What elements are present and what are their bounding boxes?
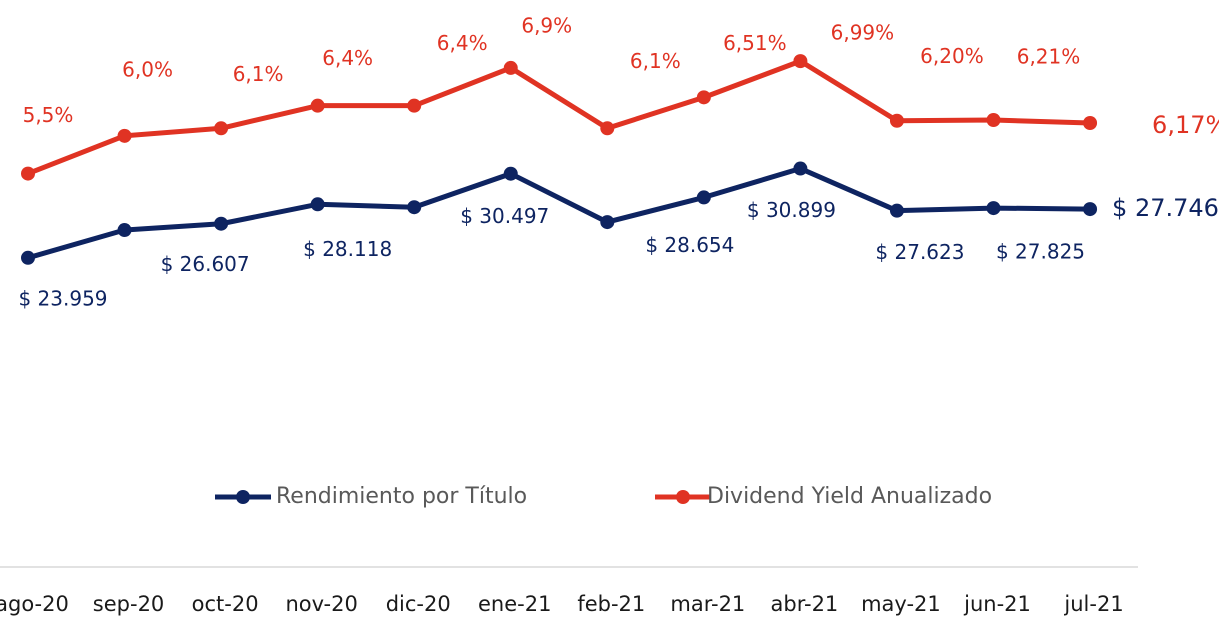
data-label: $ 27.825 <box>996 240 1085 264</box>
legend-label: Rendimiento por Título <box>276 484 527 509</box>
data-point <box>889 203 904 218</box>
data-point <box>310 98 325 113</box>
data-point <box>310 197 325 212</box>
series-line <box>27 58 1091 176</box>
data-label: 6,17% <box>1152 111 1219 139</box>
x-tick-label: jul-21 <box>1063 592 1123 616</box>
data-label: 6,4% <box>437 31 488 55</box>
data-label: 6,99% <box>831 21 895 45</box>
data-label: 6,21% <box>1017 44 1081 68</box>
data-label: $ 28.118 <box>303 237 392 261</box>
data-point <box>986 201 1001 216</box>
x-tick-label: abr-21 <box>771 592 839 616</box>
data-label: $ 27.746 <box>1112 194 1219 222</box>
x-tick-label: sep-20 <box>93 592 165 616</box>
data-point <box>407 98 422 113</box>
series-line <box>27 166 1091 261</box>
x-tick-label: oct-20 <box>192 592 259 616</box>
data-point <box>503 60 518 75</box>
x-tick-label: feb-21 <box>577 592 645 616</box>
data-label: 6,1% <box>233 62 284 86</box>
data-point <box>986 112 1001 127</box>
data-point <box>214 121 229 136</box>
data-label: 6,51% <box>723 31 787 55</box>
x-tick-label: mar-21 <box>670 592 745 616</box>
data-label: $ 27.623 <box>875 240 964 264</box>
data-point <box>503 166 518 181</box>
x-tick-label: may-21 <box>861 592 941 616</box>
data-label: 6,9% <box>521 13 572 37</box>
data-label: 6,1% <box>630 49 681 73</box>
legend-marker <box>676 490 690 504</box>
data-label: $ 28.654 <box>645 233 734 257</box>
legend-label: Dividend Yield Anualizado <box>707 484 992 509</box>
x-tick-label: dic-20 <box>386 592 451 616</box>
x-tick-label: jun-21 <box>963 592 1031 616</box>
data-label: $ 30.497 <box>460 204 549 228</box>
data-point <box>600 121 615 136</box>
x-tick-label: ene-21 <box>478 592 551 616</box>
data-point <box>793 161 808 176</box>
data-point <box>600 215 615 230</box>
data-label: 6,20% <box>920 44 984 68</box>
data-point <box>793 54 808 69</box>
x-tick-label: nov-20 <box>285 592 357 616</box>
data-point <box>117 223 132 238</box>
data-point <box>1083 202 1098 217</box>
data-label: $ 30.899 <box>747 198 836 222</box>
data-label: 5,5% <box>23 103 74 127</box>
data-label: 6,4% <box>322 46 373 70</box>
data-point <box>407 200 422 215</box>
data-point <box>117 128 132 143</box>
data-point <box>214 216 229 231</box>
data-point <box>696 90 711 105</box>
data-point <box>21 250 35 265</box>
data-label: 6,0% <box>122 57 173 81</box>
data-label: $ 23.959 <box>18 286 107 310</box>
data-point <box>21 166 35 181</box>
data-label: $ 26.607 <box>161 252 250 276</box>
data-point <box>1083 116 1098 131</box>
x-tick-label: ago-20 <box>0 592 69 616</box>
data-point <box>696 190 711 205</box>
data-point <box>889 113 904 128</box>
legend-marker <box>236 490 250 504</box>
